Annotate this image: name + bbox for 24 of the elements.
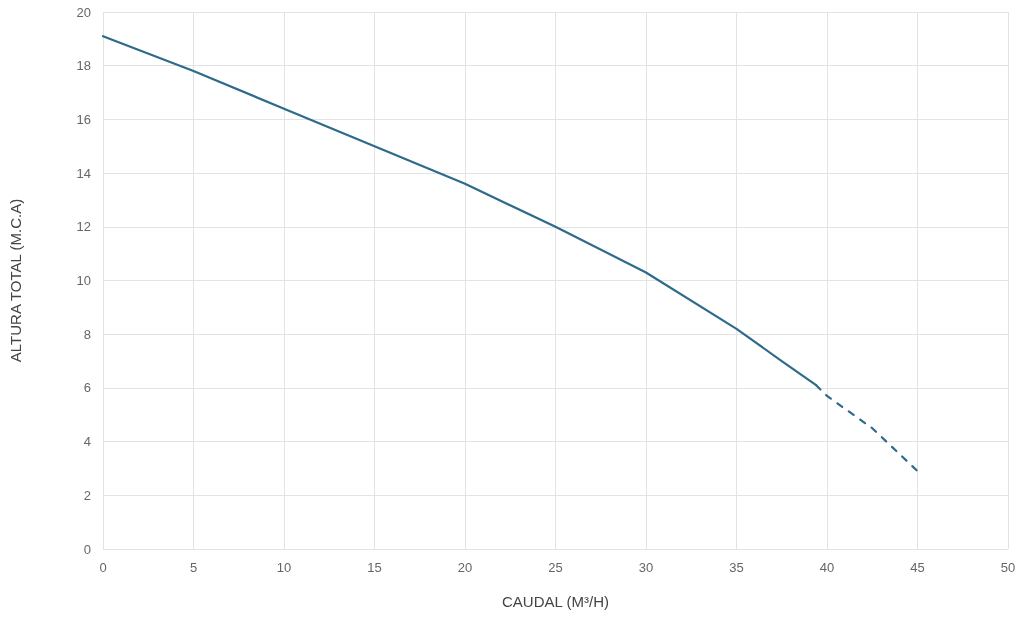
x-tick-label: 45 [910, 560, 925, 575]
x-tick-label: 20 [457, 560, 473, 575]
x-tick-label: 10 [276, 560, 292, 575]
y-tick-label: 10 [76, 273, 91, 288]
x-tick-label: 5 [189, 560, 198, 575]
x-tick-label: 0 [99, 560, 107, 575]
y-tick-label: 6 [83, 380, 91, 396]
x-tick-label: 15 [367, 560, 382, 575]
x-tick-label: 25 [548, 560, 563, 575]
y-axis-title: ALTURA TOTAL (M.C.A) [7, 198, 24, 363]
y-tick-label: 8 [83, 326, 91, 342]
x-tick-label: 30 [638, 560, 654, 575]
y-tick-label: 2 [83, 487, 91, 503]
y-tick-label: 18 [76, 58, 91, 74]
x-tick-label: 50 [1000, 560, 1016, 575]
y-tick-label: 16 [76, 111, 91, 127]
x-tick-label: 35 [729, 560, 744, 575]
y-tick-label: 4 [83, 434, 91, 450]
x-axis-title: CAUDAL (M³/H) [502, 593, 609, 610]
y-tick-label: 14 [76, 165, 91, 181]
y-tick-label: 0 [83, 541, 91, 557]
y-tick-label: 20 [76, 4, 91, 20]
y-tick-label: 12 [76, 219, 91, 235]
x-tick-label: 40 [819, 560, 835, 575]
